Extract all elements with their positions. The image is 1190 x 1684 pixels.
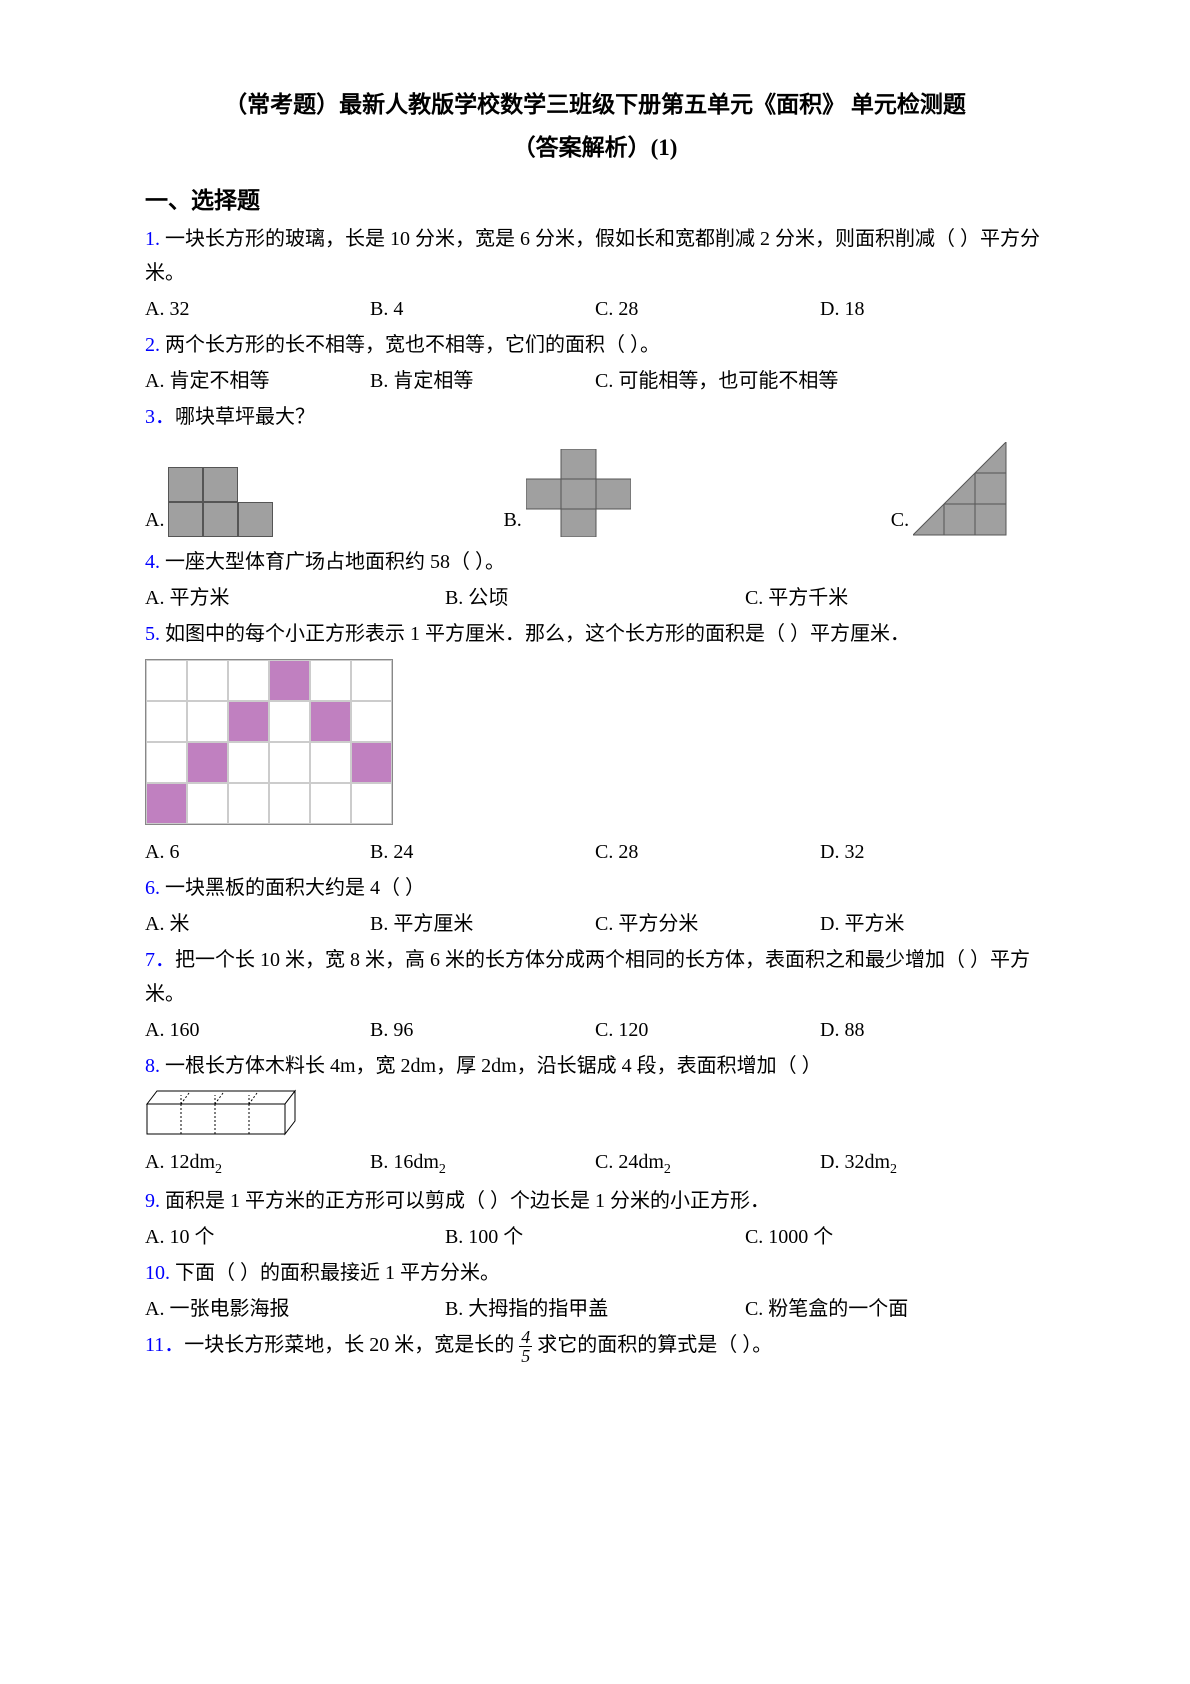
q1-text: 一块长方形的玻璃，长是 10 分米，宽是 6 分米，假如长和宽都削减 2 分米，… [145, 228, 1040, 284]
page: （常考题）最新人教版学校数学三班级下册第五单元《面积》 单元检测题 （答案解析）… [0, 0, 1190, 1684]
q8-opt-b: B. 16dm2 [370, 1145, 595, 1182]
q3-a-label: A. [145, 503, 164, 537]
subtitle: （答案解析）(1) [145, 128, 1045, 167]
q9-num: 9. [145, 1190, 160, 1212]
q2-options: A. 肯定不相等 B. 肯定相等 C. 可能相等，也可能不相等 [145, 364, 1045, 398]
q6-num: 6. [145, 877, 160, 899]
q1-opt-a: A. 32 [145, 292, 370, 326]
q2-num: 2. [145, 334, 160, 356]
q4-opt-b: B. 公顷 [445, 581, 745, 615]
q4-text: 一座大型体育广场占地面积约 58（ ）。 [160, 551, 505, 573]
question-9: 9. 面积是 1 平方米的正方形可以剪成（ ）个边长是 1 分米的小正方形． [145, 1184, 1045, 1218]
q8-opt-c: C. 24dm2 [595, 1145, 820, 1182]
q7-opt-b: B. 96 [370, 1013, 595, 1047]
q8-text: 一根长方体木料长 4m，宽 2dm，厚 2dm，沿长锯成 4 段，表面积增加（ … [160, 1055, 822, 1077]
q3-b-label: B. [503, 503, 521, 537]
q7-options: A. 160 B. 96 C. 120 D. 88 [145, 1013, 1045, 1047]
q6-text: 一块黑板的面积大约是 4（ ） [160, 877, 425, 899]
q4-options: A. 平方米 B. 公顷 C. 平方千米 [145, 581, 1045, 615]
q6-opt-b: B. 平方厘米 [370, 907, 595, 941]
q3-shape-b [526, 449, 631, 537]
q1-opt-b: B. 4 [370, 292, 595, 326]
q6-options: A. 米 B. 平方厘米 C. 平方分米 D. 平方米 [145, 907, 1045, 941]
question-4: 4. 一座大型体育广场占地面积约 58（ ）。 [145, 545, 1045, 579]
q10-num: 10. [145, 1262, 170, 1284]
q10-options: A. 一张电影海报 B. 大拇指的指甲盖 C. 粉笔盒的一个面 [145, 1292, 1045, 1326]
q7-text: 把一个长 10 米，宽 8 米，高 6 米的长方体分成两个相同的长方体，表面积之… [145, 949, 1030, 1005]
q10-opt-a: A. 一张电影海报 [145, 1292, 445, 1326]
q5-opt-b: B. 24 [370, 835, 595, 869]
q3-shape-c [913, 442, 1008, 537]
q9-text: 面积是 1 平方米的正方形可以剪成（ ）个边长是 1 分米的小正方形． [160, 1190, 770, 1212]
q2-opt-a: A. 肯定不相等 [145, 364, 370, 398]
q2-opt-b: B. 肯定相等 [370, 364, 595, 398]
question-11: 11．一块长方形菜地，长 20 米，宽是长的 45 求它的面积的算式是（ ）。 [145, 1328, 1045, 1365]
q6-opt-a: A. 米 [145, 907, 370, 941]
q2-opt-c: C. 可能相等，也可能不相等 [595, 364, 1045, 398]
q11-num: 11． [145, 1334, 184, 1356]
q11-fraction: 45 [519, 1328, 532, 1365]
q11-text1: 一块长方形菜地，长 20 米，宽是长的 [184, 1334, 519, 1356]
q3-text: 哪块草坪最大？ [175, 406, 315, 428]
q3-shapes: A. B. C. [145, 442, 1045, 537]
q10-opt-c: C. 粉笔盒的一个面 [745, 1292, 1045, 1326]
question-2: 2. 两个长方形的长不相等，宽也不相等，它们的面积（ ）。 [145, 328, 1045, 362]
q6-opt-c: C. 平方分米 [595, 907, 820, 941]
section-1-head: 一、选择题 [145, 181, 1045, 220]
q5-opt-c: C. 28 [595, 835, 820, 869]
q5-opt-a: A. 6 [145, 835, 370, 869]
q3-shape-a [168, 467, 273, 537]
q3-c-label: C. [891, 503, 909, 537]
q10-opt-b: B. 大拇指的指甲盖 [445, 1292, 745, 1326]
q4-opt-a: A. 平方米 [145, 581, 445, 615]
q8-opt-a: A. 12dm2 [145, 1145, 370, 1182]
question-8: 8. 一根长方体木料长 4m，宽 2dm，厚 2dm，沿长锯成 4 段，表面积增… [145, 1049, 1045, 1083]
question-7: 7．把一个长 10 米，宽 8 米，高 6 米的长方体分成两个相同的长方体，表面… [145, 943, 1045, 1011]
q1-opt-d: D. 18 [820, 292, 1045, 326]
q3-num: 3． [145, 406, 175, 428]
q9-opt-a: A. 10 个 [145, 1220, 445, 1254]
q9-opt-c: C. 1000 个 [745, 1220, 1045, 1254]
q10-text: 下面（ ）的面积最接近 1 平方分米。 [170, 1262, 500, 1284]
q5-num: 5. [145, 623, 160, 645]
q1-options: A. 32 B. 4 C. 28 D. 18 [145, 292, 1045, 326]
q8-figure [145, 1089, 1045, 1139]
q3-opt-c: C. [891, 442, 1008, 537]
q8-num: 8. [145, 1055, 160, 1077]
question-3: 3．哪块草坪最大？ [145, 400, 1045, 434]
q9-options: A. 10 个 B. 100 个 C. 1000 个 [145, 1220, 1045, 1254]
q7-opt-d: D. 88 [820, 1013, 1045, 1047]
question-5: 5. 如图中的每个小正方形表示 1 平方厘米．那么，这个长方形的面积是（ ）平方… [145, 617, 1045, 651]
q8-options: A. 12dm2 B. 16dm2 C. 24dm2 D. 32dm2 [145, 1145, 1045, 1182]
q9-opt-b: B. 100 个 [445, 1220, 745, 1254]
q2-text: 两个长方形的长不相等，宽也不相等，它们的面积（ ）。 [160, 334, 660, 356]
q4-num: 4. [145, 551, 160, 573]
q7-opt-a: A. 160 [145, 1013, 370, 1047]
q7-num: 7． [145, 949, 175, 971]
q8-opt-d: D. 32dm2 [820, 1145, 1045, 1182]
q3-opt-b: B. [503, 449, 630, 537]
q3-opt-a: A. [145, 467, 273, 537]
q11-text2: 求它的面积的算式是（ ）。 [532, 1334, 772, 1356]
q5-opt-d: D. 32 [820, 835, 1045, 869]
q7-opt-c: C. 120 [595, 1013, 820, 1047]
q5-options: A. 6 B. 24 C. 28 D. 32 [145, 835, 1045, 869]
question-6: 6. 一块黑板的面积大约是 4（ ） [145, 871, 1045, 905]
q6-opt-d: D. 平方米 [820, 907, 1045, 941]
title: （常考题）最新人教版学校数学三班级下册第五单元《面积》 单元检测题 [145, 85, 1045, 124]
question-10: 10. 下面（ ）的面积最接近 1 平方分米。 [145, 1256, 1045, 1290]
q5-text: 如图中的每个小正方形表示 1 平方厘米．那么，这个长方形的面积是（ ）平方厘米． [160, 623, 910, 645]
q1-num: 1. [145, 228, 160, 250]
q4-opt-c: C. 平方千米 [745, 581, 1045, 615]
q1-opt-c: C. 28 [595, 292, 820, 326]
q5-figure [145, 659, 393, 825]
question-1: 1. 一块长方形的玻璃，长是 10 分米，宽是 6 分米，假如长和宽都削减 2 … [145, 222, 1045, 290]
